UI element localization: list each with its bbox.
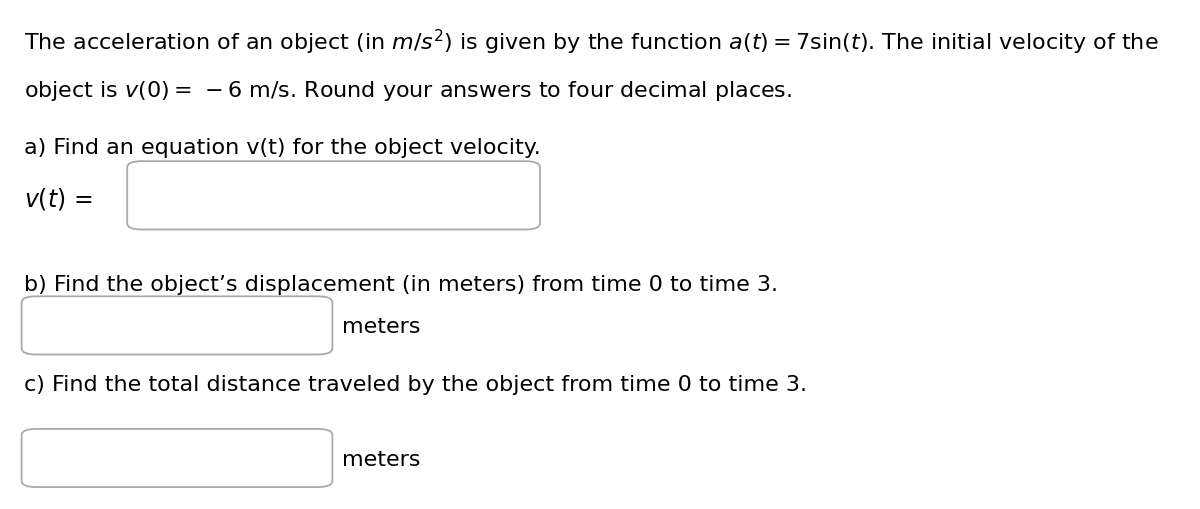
Text: The acceleration of an object (in $m/s^2$) is given by the function $a(t) = 7\si: The acceleration of an object (in $m/s^2… [24,28,1158,57]
Text: meters: meters [342,449,420,469]
Text: b) Find the object’s displacement (in meters) from time 0 to time 3.: b) Find the object’s displacement (in me… [24,275,778,295]
Text: a) Find an equation v(t) for the object velocity.: a) Find an equation v(t) for the object … [24,137,541,157]
Text: object is $v(0) =\,-6$ m/s. Round your answers to four decimal places.: object is $v(0) =\,-6$ m/s. Round your a… [24,79,792,103]
Text: meters: meters [342,317,420,337]
Text: $v(t)$ =: $v(t)$ = [24,186,92,211]
Text: c) Find the total distance traveled by the object from time 0 to time 3.: c) Find the total distance traveled by t… [24,374,808,394]
